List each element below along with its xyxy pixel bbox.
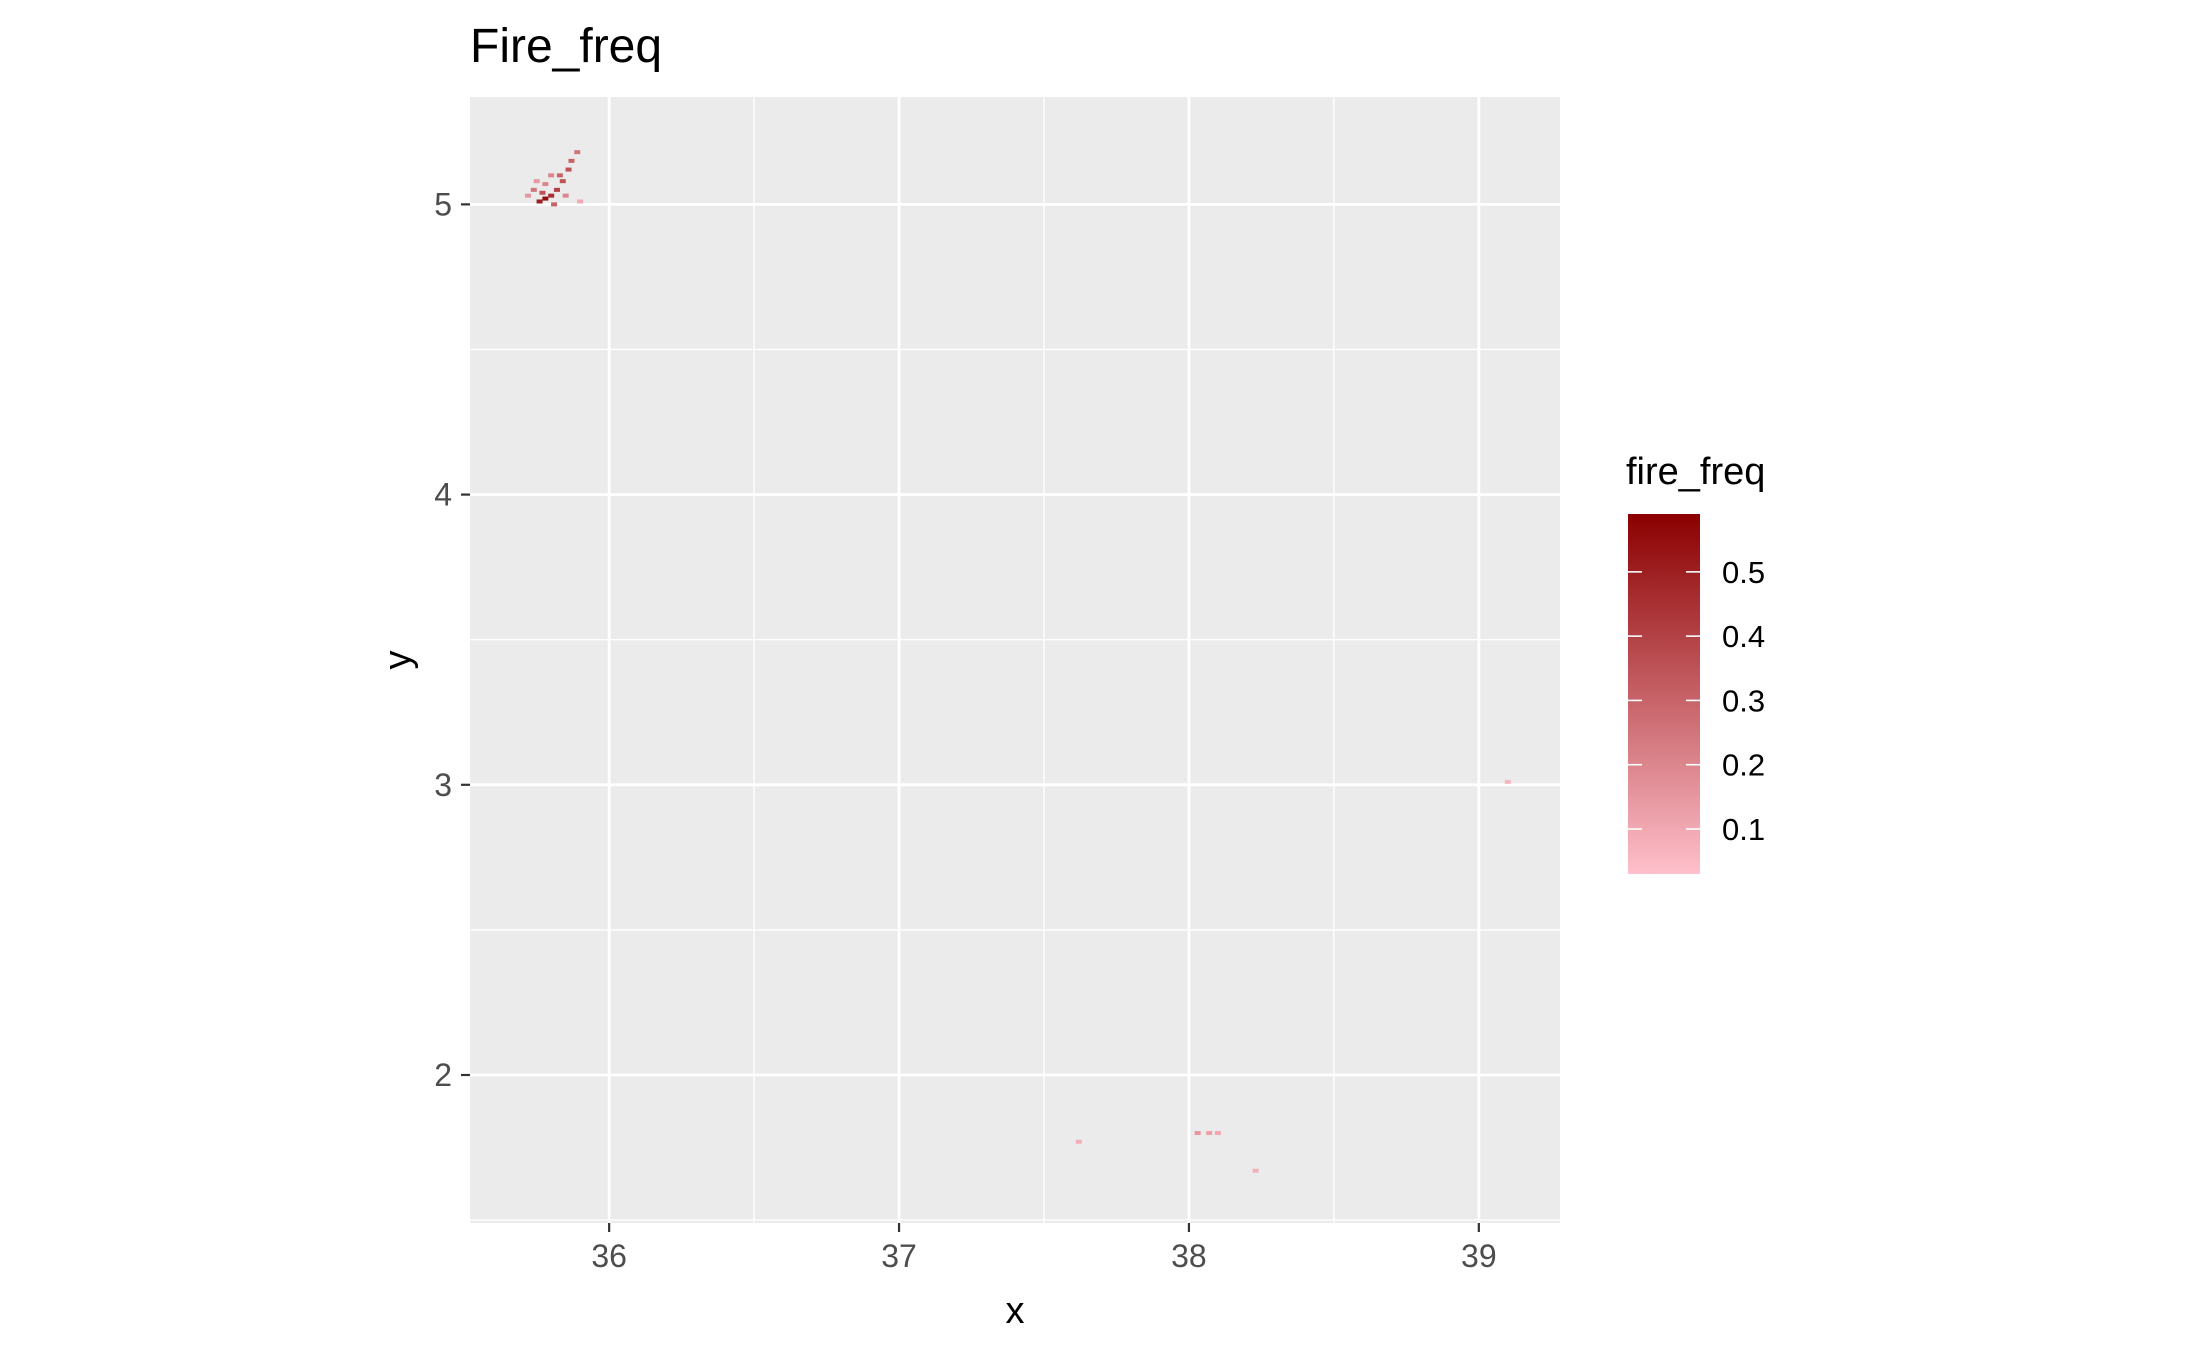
y-tick-label: 5 (434, 186, 452, 222)
legend-colorbar (1628, 514, 1700, 874)
heatmap-cell (1194, 1131, 1201, 1136)
heatmap-cell (1206, 1131, 1213, 1136)
legend-label: 0.5 (1722, 555, 1765, 590)
legend-label: 0.1 (1722, 812, 1765, 847)
heatmap-cell (539, 190, 546, 195)
heatmap-cell (556, 173, 563, 178)
heatmap-cell (548, 173, 555, 178)
y-axis-title: y (377, 651, 419, 670)
y-tick-label: 4 (434, 477, 452, 513)
x-tick-label: 37 (881, 1238, 917, 1274)
heatmap-cell (530, 187, 537, 192)
heatmap-cell (542, 182, 549, 187)
heatmap-cell (1075, 1139, 1082, 1144)
heatmap-cell (553, 187, 560, 192)
heatmap-cell (565, 167, 572, 172)
heatmap-cell (1252, 1168, 1259, 1173)
legend-label: 0.3 (1722, 683, 1765, 718)
legend-ticks: 0.1 0.2 0.3 0.4 0.5 (1628, 555, 1765, 847)
minor-gridlines (470, 97, 1560, 1223)
legend-label: 0.2 (1722, 748, 1765, 783)
heatmap-cells (524, 150, 1511, 1173)
x-tick-label: 36 (591, 1238, 627, 1274)
y-tick-label: 3 (434, 767, 452, 803)
x-tick-label: 38 (1171, 1238, 1207, 1274)
heatmap-cell (1214, 1131, 1221, 1136)
legend-title: fire_freq (1626, 451, 1765, 493)
heatmap-cell (577, 199, 584, 204)
heatmap-cell (551, 202, 558, 207)
heatmap-cell (524, 193, 531, 198)
x-tick-label: 39 (1461, 1238, 1497, 1274)
heatmap-cell (559, 179, 566, 184)
heatmap-cell (562, 193, 569, 198)
major-gridlines (470, 97, 1560, 1223)
heatmap-cell (568, 158, 575, 163)
x-axis-title: x (1006, 1290, 1025, 1332)
plot-panel (470, 97, 1560, 1223)
y-axis-ticks: 2 3 4 5 (434, 186, 470, 1093)
y-tick-label: 2 (434, 1057, 452, 1093)
heatmap-cell (1504, 779, 1511, 784)
heatmap-cell (574, 150, 581, 155)
heatmap-cell (533, 179, 540, 184)
legend-label: 0.4 (1722, 619, 1765, 654)
heatmap-cell (536, 199, 543, 204)
heatmap-cell (548, 193, 555, 198)
chart-title: Fire_freq (470, 20, 662, 73)
heatmap-cell (542, 196, 549, 201)
x-axis-ticks: 36 37 38 39 (591, 1223, 1497, 1274)
legend: fire_freq 0.1 0.2 0.3 0.4 0.5 (1626, 451, 1765, 874)
